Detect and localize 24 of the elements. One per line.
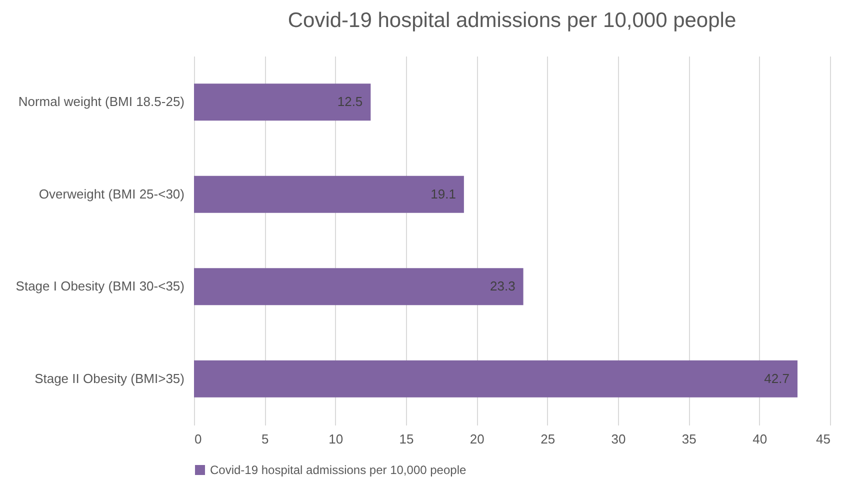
bar (194, 268, 524, 306)
y-tick-label: Stage II Obesity (BMI>35) (34, 370, 184, 386)
chart-title: Covid-19 hospital admissions per 10,000 people (288, 9, 736, 32)
x-tick-label: 35 (682, 432, 696, 446)
x-tick-label: 20 (470, 432, 484, 446)
data-label: 12.5 (337, 94, 363, 110)
x-tick-label: 15 (399, 432, 414, 446)
bar (194, 360, 798, 398)
x-tick-label: 40 (752, 432, 768, 446)
x-tick-label: 30 (611, 432, 626, 446)
bar (194, 176, 464, 213)
x-tick-label: 45 (816, 432, 830, 446)
y-tick-label: Stage I Obesity (BMI 30-<35) (16, 278, 184, 294)
x-tick-label: 25 (540, 432, 556, 446)
legend-label: Covid-19 hospital admissions per 10,000 people (210, 463, 466, 477)
y-tick-label: Normal weight (BMI 18.5-25) (18, 94, 184, 110)
data-label: 42.7 (764, 370, 790, 386)
x-tick-label: 0 (194, 432, 202, 446)
x-tick-label: 10 (328, 432, 344, 446)
bar (194, 84, 371, 121)
data-label: 19.1 (430, 186, 456, 202)
data-label: 23.3 (490, 278, 516, 294)
x-tick-label: 5 (262, 432, 269, 446)
y-tick-label: Overweight (BMI 25-<30) (38, 186, 184, 202)
